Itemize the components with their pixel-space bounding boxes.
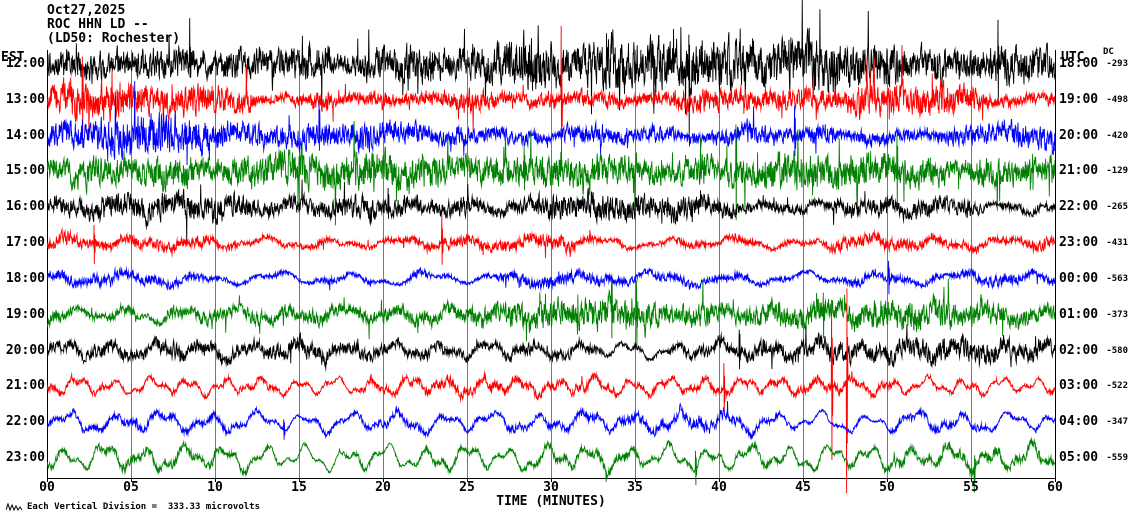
x-tick-label: 15: [291, 480, 307, 495]
utc-time-label: 01:00: [1059, 306, 1099, 322]
est-time-label: 22:00: [5, 414, 45, 430]
est-time-label: 18:00: [5, 270, 45, 286]
dc-axis-header: DC: [1103, 47, 1114, 57]
dc-value: -293: [1106, 59, 1128, 69]
dc-value: -498: [1106, 94, 1128, 105]
est-axis-header: EST: [1, 50, 25, 65]
est-time-label: 21:00: [5, 378, 45, 394]
squiggle-icon: [6, 502, 22, 512]
x-tick-label: 60: [1047, 480, 1063, 495]
utc-time-label: 00:00: [1059, 270, 1099, 286]
utc-time-label: 23:00: [1059, 235, 1099, 251]
x-tick-label: 00: [39, 480, 55, 495]
utc-time-label: 02:00: [1059, 342, 1099, 358]
date-label: Oct27,2025: [47, 3, 126, 18]
dc-value: -265: [1106, 202, 1128, 213]
x-tick-label: 55: [963, 480, 979, 495]
est-time-label: 14:00: [5, 127, 45, 143]
x-tick-label: 35: [627, 480, 643, 495]
est-time-label: 23:00: [5, 450, 45, 465]
utc-time-label: 22:00: [1059, 199, 1099, 215]
station-info-label: (LD50: Rochester): [47, 31, 181, 46]
scale-note: Each Vertical Division = 333.33 microvol…: [6, 502, 260, 512]
dc-value: -129: [1106, 166, 1128, 177]
dc-value: -522: [1106, 381, 1128, 392]
est-time-label: 15:00: [5, 163, 45, 179]
dc-value: -563: [1106, 273, 1128, 284]
dc-value: -373: [1106, 309, 1128, 320]
dc-value: -580: [1106, 345, 1128, 356]
utc-time-label: 05:00: [1059, 450, 1099, 465]
est-time-label: 19:00: [5, 306, 45, 322]
x-tick-label: 20: [375, 480, 391, 495]
utc-time-label: 04:00: [1059, 414, 1099, 430]
dc-value: -347: [1106, 417, 1128, 428]
x-tick-label: 40: [711, 480, 727, 495]
utc-time-label: 18:00: [1059, 56, 1099, 71]
est-time-label: 16:00: [5, 199, 45, 215]
station-label: ROC HHN LD --: [47, 17, 149, 32]
x-tick-label: 45: [795, 480, 811, 495]
dc-value: -431: [1106, 238, 1128, 249]
utc-time-label: 20:00: [1059, 127, 1099, 143]
est-time-label: 20:00: [5, 342, 45, 358]
dc-value: -559: [1106, 453, 1128, 463]
x-tick-label: 25: [459, 480, 475, 495]
x-tick-label: 50: [879, 480, 895, 495]
utc-axis-header: UTC: [1061, 50, 1085, 65]
est-time-label: 12:00: [5, 56, 45, 71]
utc-time-label: 19:00: [1059, 91, 1099, 107]
utc-time-label: 03:00: [1059, 378, 1099, 394]
scale-note-text: Each Vertical Division = 333.33 microvol…: [27, 502, 260, 512]
x-tick-label: 05: [123, 480, 139, 495]
est-time-label: 13:00: [5, 91, 45, 107]
x-tick-label: 30: [543, 480, 559, 495]
est-time-label: 17:00: [5, 235, 45, 251]
x-axis-title: TIME (MINUTES): [496, 494, 606, 509]
x-tick-label: 10: [207, 480, 223, 495]
utc-time-label: 21:00: [1059, 163, 1099, 179]
dc-value: -420: [1106, 130, 1128, 141]
